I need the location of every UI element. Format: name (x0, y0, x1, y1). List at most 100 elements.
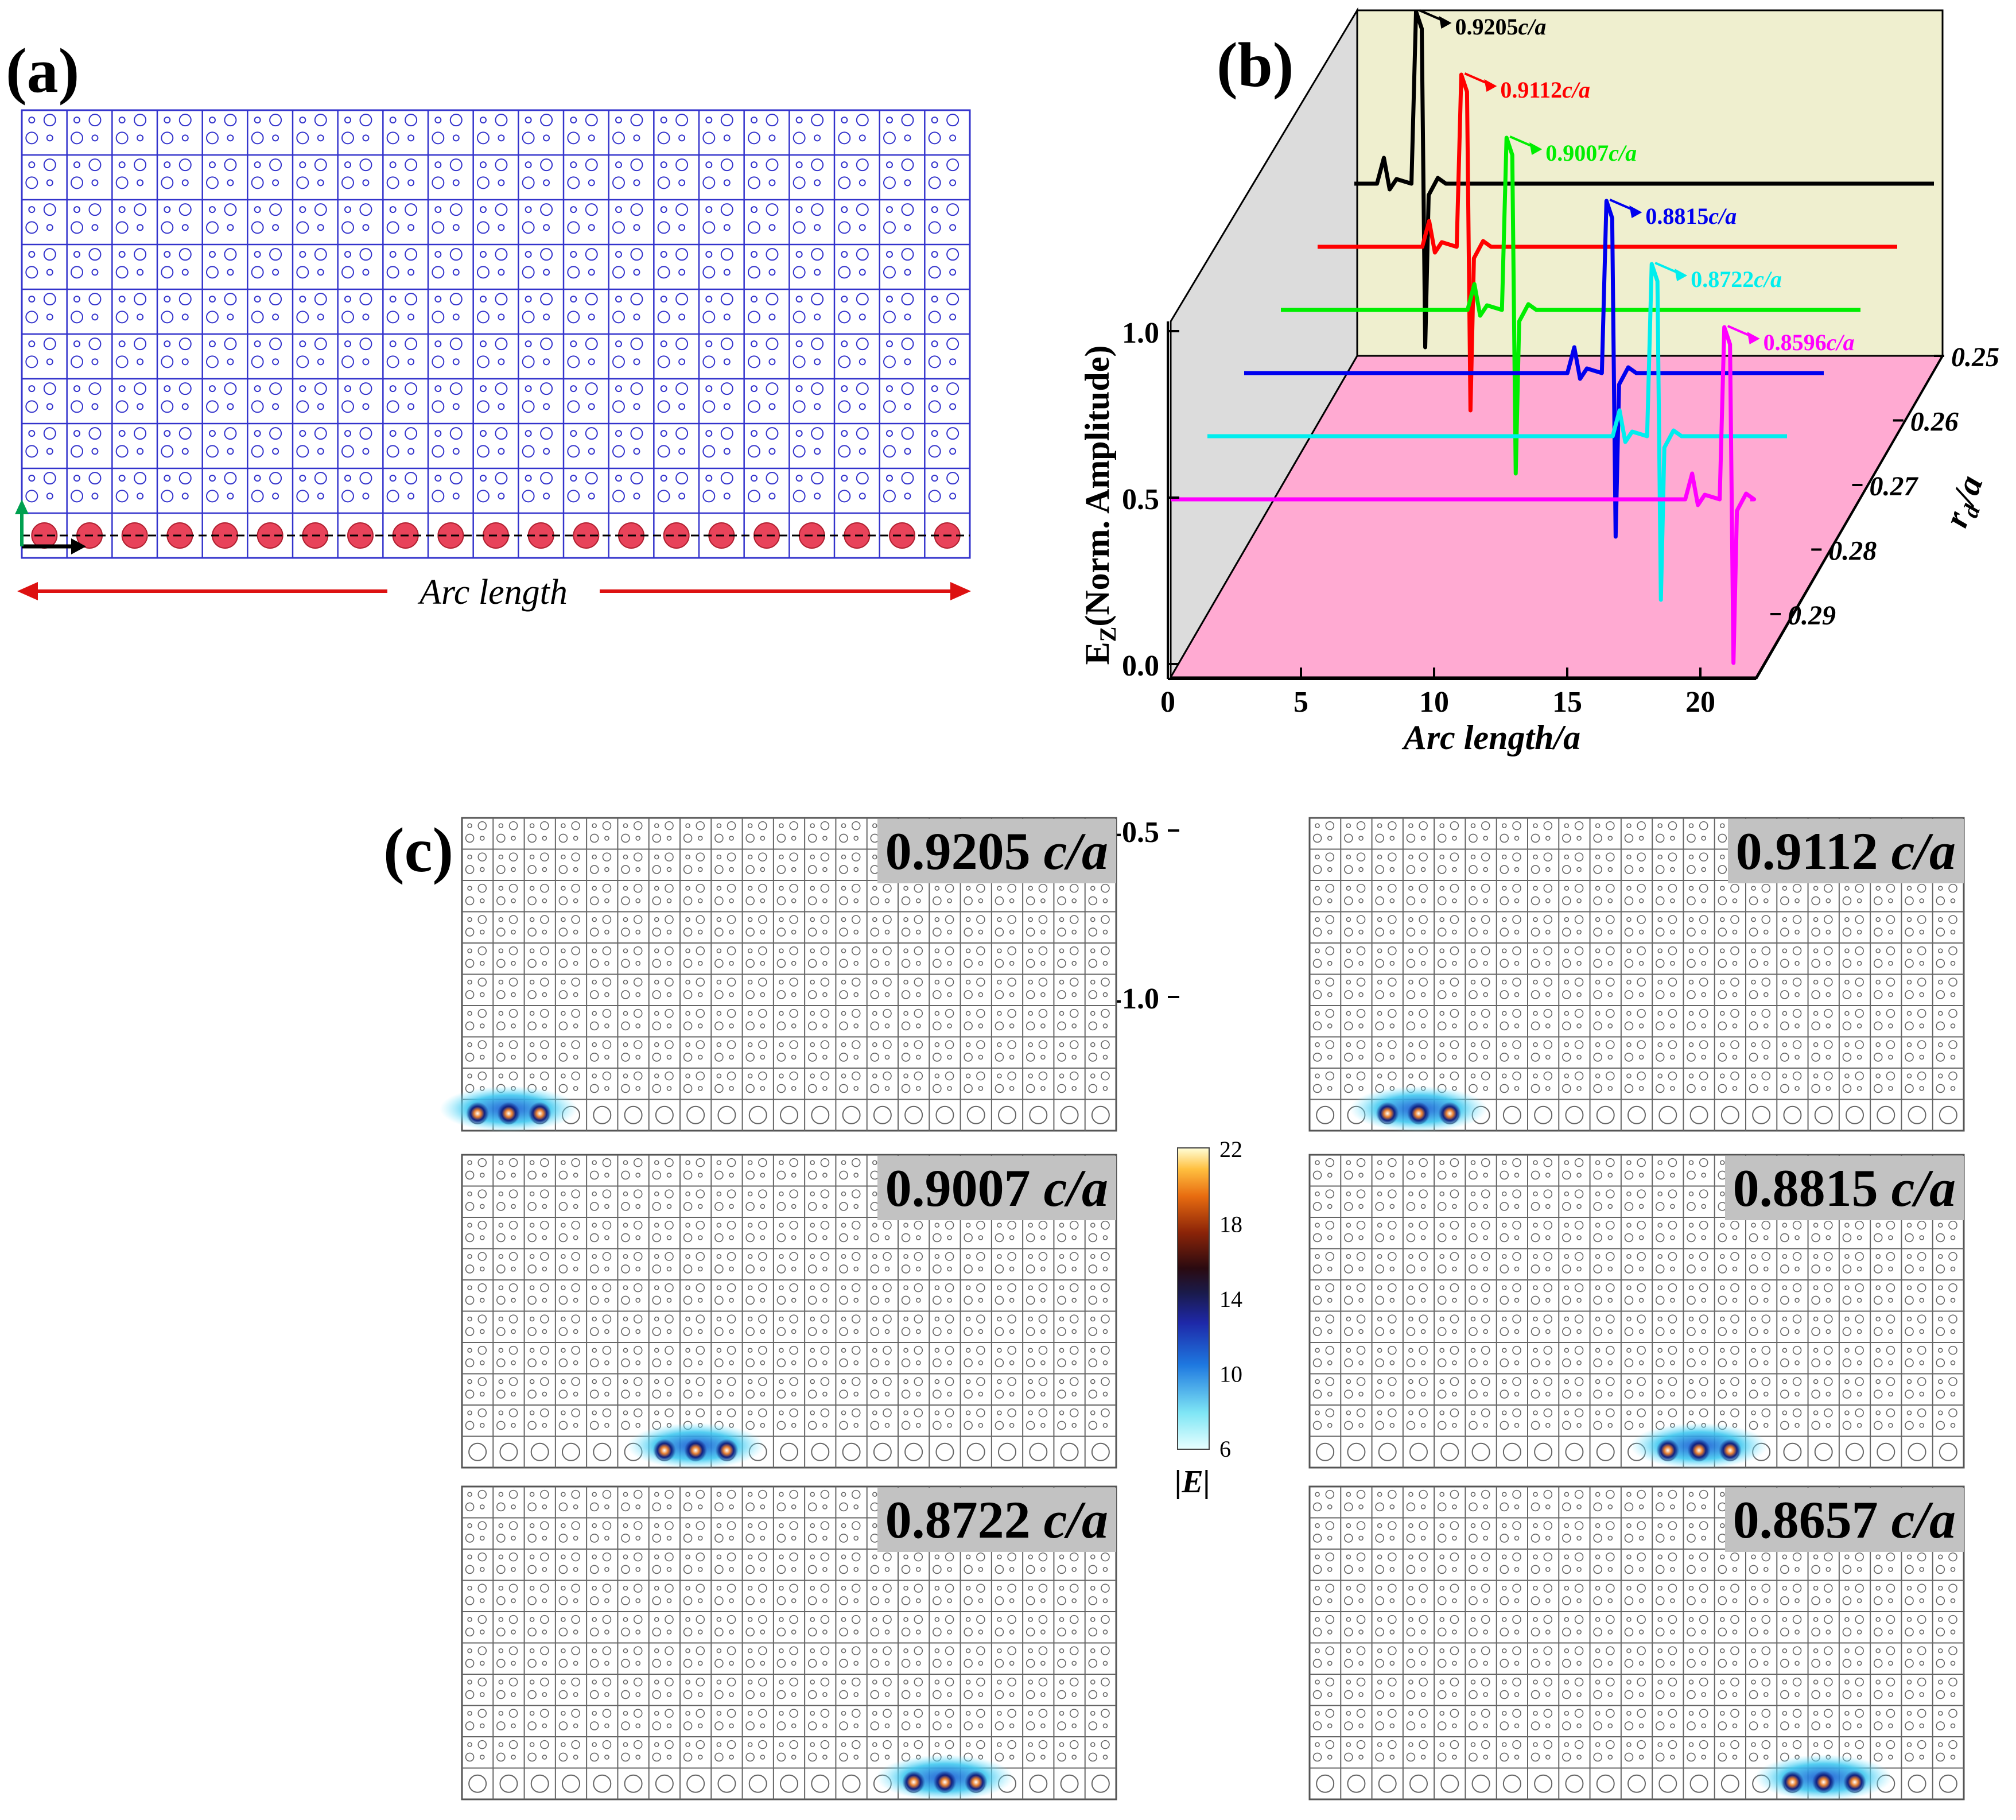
lattice-rod (479, 1235, 485, 1240)
lattice-rod (1638, 1298, 1644, 1303)
lattice-rod (729, 1360, 734, 1365)
lattice-rod (522, 221, 535, 234)
lattice-rod (254, 296, 261, 303)
lattice-rod (1481, 1071, 1490, 1081)
lattice-rod (467, 1160, 472, 1165)
lattice-rod (1687, 1264, 1696, 1274)
lattice-rod (1040, 1567, 1046, 1572)
lattice-rod (934, 1042, 940, 1047)
lattice-rod (1009, 1360, 1015, 1365)
lattice-rod (1389, 1204, 1395, 1209)
lattice-rod (73, 296, 80, 303)
lattice-rod (933, 990, 942, 999)
lattice-rod (573, 1023, 578, 1029)
lattice-rod (1057, 1264, 1066, 1274)
lattice-rod (1009, 929, 1015, 935)
lattice-rod (1761, 883, 1771, 893)
lattice-rod (652, 928, 662, 937)
lattice-rod (750, 385, 758, 393)
lattice-rod (964, 1358, 973, 1368)
lattice-rod (1377, 1160, 1382, 1165)
defect-rod (1689, 1105, 1708, 1124)
lattice-rod (621, 928, 630, 937)
lattice-rod (1007, 1677, 1016, 1687)
lattice-rod (747, 1042, 753, 1047)
lattice-rod (1687, 833, 1696, 843)
lattice-rod (745, 1421, 755, 1430)
lattice-rod (1718, 928, 1727, 937)
lattice-rod (1749, 990, 1758, 999)
lattice-rod (768, 134, 776, 142)
lattice-rod (1794, 898, 1800, 903)
lattice-rod (621, 1264, 630, 1274)
lattice-rod (1873, 896, 1883, 906)
lattice-rod (747, 1410, 753, 1415)
lattice-rod (561, 979, 566, 985)
lattice-rod (479, 1204, 485, 1209)
lattice-rod (571, 1220, 580, 1230)
lattice-rod (1419, 1158, 1428, 1167)
lattice-rod (965, 917, 971, 922)
lattice-rod (853, 836, 859, 841)
lattice-rod (1009, 1298, 1015, 1303)
lattice-rod (542, 1629, 547, 1635)
lattice-rod (1699, 1408, 1708, 1418)
lattice-rod (1325, 1283, 1335, 1293)
lattice-rod (976, 1071, 985, 1081)
lattice-rod (496, 1596, 506, 1605)
lattice-rod (1562, 865, 1571, 874)
lattice-rod (965, 1223, 971, 1228)
lattice-rod (716, 1285, 722, 1290)
lattice-rod (976, 915, 985, 924)
lattice-rod (1606, 821, 1615, 831)
lattice-rod (389, 385, 397, 393)
lattice-rod (495, 114, 508, 127)
lattice-rod (1101, 883, 1110, 893)
lattice-rod (675, 248, 689, 261)
lattice-rod (716, 1379, 722, 1384)
lattice-rod (1886, 1377, 1895, 1386)
lattice-rod (1327, 1391, 1333, 1397)
lattice-rod (747, 490, 760, 503)
lattice-rod (1007, 1584, 1016, 1593)
lattice-rod (570, 251, 577, 258)
lattice-rod (465, 1233, 475, 1243)
lattice-rod (1749, 1295, 1758, 1305)
lattice-rod (820, 1552, 830, 1562)
lattice-rod (1593, 1170, 1602, 1180)
lattice-rod (529, 854, 535, 860)
lattice-rod (633, 224, 640, 231)
lattice-rod (511, 1204, 516, 1209)
lattice-rod (727, 852, 736, 862)
lattice-rod (729, 1692, 734, 1697)
lattice-rod (745, 1264, 755, 1274)
lattice-rod (1452, 1173, 1457, 1178)
lattice-rod (527, 1264, 537, 1274)
lattice-rod (872, 1254, 877, 1259)
lattice-rod (914, 1552, 923, 1562)
lattice-rod (527, 1358, 537, 1368)
lattice-rod (1699, 1252, 1708, 1261)
lattice-rod (434, 251, 442, 258)
lattice-rod (529, 1316, 535, 1322)
lattice-rod (1855, 1314, 1864, 1324)
lattice-rod (685, 1285, 690, 1290)
lattice-rod (1813, 1254, 1819, 1259)
lattice-rod (1699, 1345, 1708, 1355)
lattice-rod (1344, 928, 1353, 937)
lattice-rod (525, 117, 532, 124)
lattice-rod (477, 1646, 487, 1655)
lattice-rod (1101, 1377, 1110, 1386)
lattice-rod (1406, 865, 1416, 874)
lattice-rod (776, 928, 786, 937)
lattice-rod (1481, 946, 1490, 956)
lattice-rod (1481, 1408, 1490, 1418)
lattice-rod (561, 948, 566, 953)
lattice-rod (838, 355, 851, 368)
lattice-rod (807, 1170, 817, 1180)
lattice-rod (1102, 1360, 1108, 1365)
lattice-rod (976, 1709, 985, 1718)
lattice-rod (1101, 1252, 1110, 1261)
lattice-rod (633, 1521, 643, 1530)
